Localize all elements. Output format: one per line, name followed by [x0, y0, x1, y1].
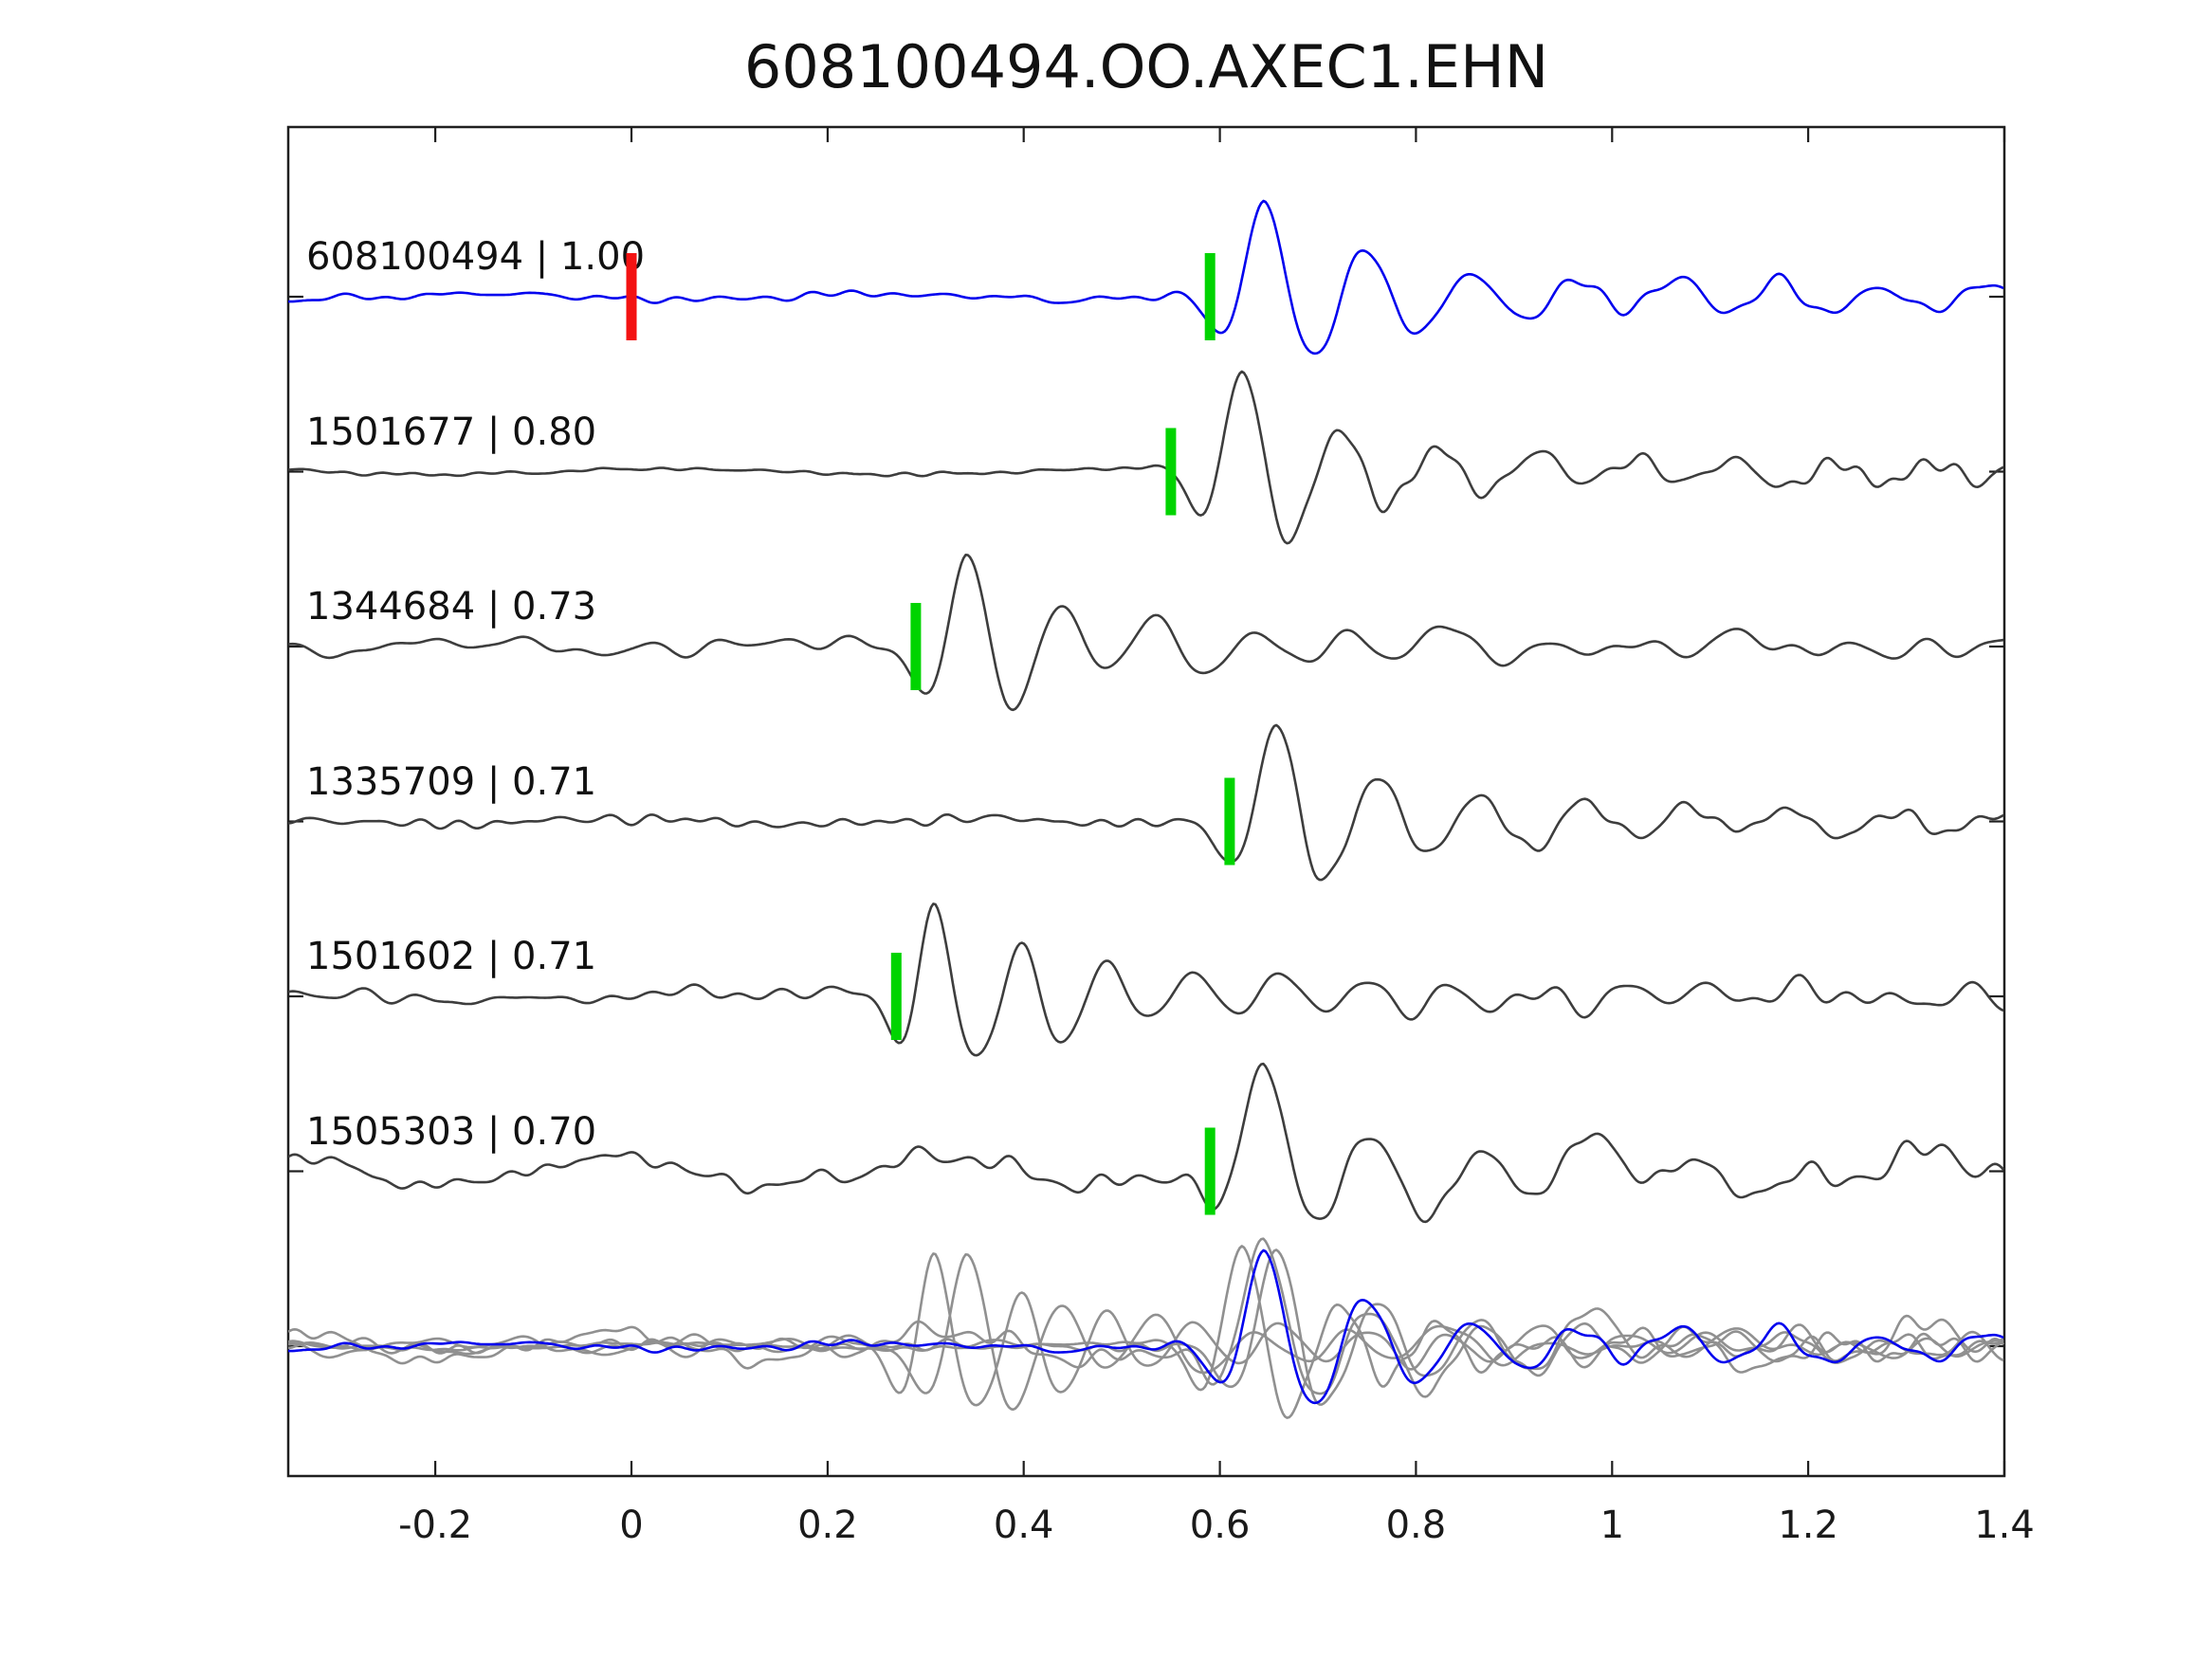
plot-box	[286, 125, 2006, 1478]
x-tick-label: 0.4	[994, 1504, 1054, 1547]
trace-label-1335709: 1335709 | 0.71	[306, 760, 596, 804]
trace-label-1501602: 1501602 | 0.71	[306, 935, 596, 978]
overlay-trace-1501602	[288, 1252, 2004, 1407]
x-tick-label: 1.2	[1778, 1504, 1838, 1547]
trace-1501602	[288, 902, 2004, 1057]
chart-title: 608100494.OO.AXEC1.EHN	[744, 32, 1548, 101]
x-tick-label: 0.2	[797, 1504, 858, 1547]
overlay-trace-1505303	[288, 1237, 2004, 1398]
x-tick-label: 0	[619, 1504, 643, 1547]
overlay-trace-1344684	[288, 1253, 2004, 1412]
trace-1335709	[288, 723, 2004, 882]
pick-marker-1501602	[890, 953, 902, 1040]
x-tick-label: -0.2	[398, 1504, 472, 1547]
trace-label-1505303: 1505303 | 0.70	[306, 1110, 596, 1154]
x-tick-label: 1	[1600, 1504, 1624, 1547]
trace-labels: 608100494 | 1.00 1501677 | 0.80 1344684 | …	[306, 235, 645, 1154]
trace-1344684	[288, 554, 2004, 712]
trace-label-1501677: 1501677 | 0.80	[306, 410, 596, 454]
x-tick-label: 0.8	[1386, 1504, 1447, 1547]
x-tick-label: 1.4	[1974, 1504, 2035, 1547]
trace-1501677	[288, 370, 2004, 545]
pick-markers	[626, 253, 1235, 1215]
x-tick-label: 0.6	[1190, 1504, 1251, 1547]
trace-608100494	[288, 199, 2004, 356]
trace-label-608100494: 608100494 | 1.00	[306, 235, 645, 279]
waveforms	[288, 199, 2004, 1419]
trace-1505303	[288, 1062, 2004, 1224]
pick-marker-1344684	[910, 603, 922, 690]
trace-label-1344684: 1344684 | 0.73	[306, 585, 596, 629]
pick-marker-1335709	[1224, 777, 1235, 866]
overlay-trace-highlight-608100494	[288, 1249, 2004, 1405]
overlay-trace-1335709	[288, 1249, 2004, 1406]
axis-tick-labels: -0.2 0 0.2 0.4 0.6 0.8 1 1.2 1.4	[398, 1504, 2035, 1547]
pick-marker-608100494	[1204, 253, 1216, 340]
pick-marker-1505303	[1204, 1127, 1216, 1215]
pick-marker-1501677	[1165, 428, 1177, 516]
origin-marker-608100494	[626, 253, 637, 340]
